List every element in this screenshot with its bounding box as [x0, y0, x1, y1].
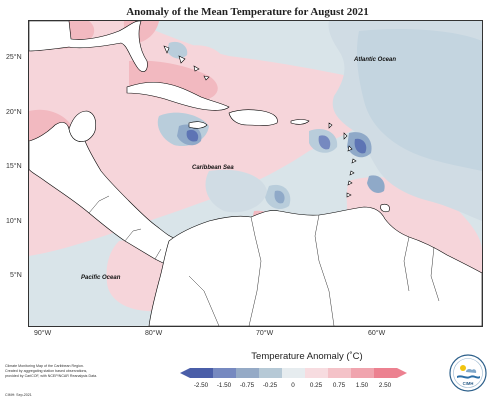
colorbar-segment: [259, 368, 282, 378]
lon-tick-90w: 90°W: [34, 330, 52, 337]
colorbar-segment: [305, 368, 328, 378]
credits-line: Climate Monitoring Map of the Caribbean …: [5, 364, 84, 368]
logo-text: CIMH: [463, 381, 474, 386]
lat-tick-25n: 25°N: [6, 54, 22, 61]
colorbar-label: -1.50: [217, 382, 232, 389]
credits-line: Created by aggregating station based obs…: [5, 369, 88, 373]
colorbar-segment: [374, 368, 397, 378]
land-masses: [29, 21, 482, 326]
lat-tick-5n: 5°N: [10, 272, 22, 279]
credits-line: provided by CariCOF, with NCEP/NCAR Rean…: [5, 374, 98, 378]
colorbar-segment: [351, 368, 374, 378]
credits-stamp: CIMH: Sep-2021: [5, 393, 32, 397]
colorbar-segment: [236, 368, 259, 378]
wave-icon: [457, 375, 480, 379]
colorbar-segment: [213, 368, 236, 378]
colorbar-label: -0.75: [240, 382, 255, 389]
map-canvas: Atlantic Ocean Caribbean Sea Pacific Oce…: [29, 21, 482, 326]
colorbar-segment: [282, 368, 305, 378]
cimh-logo: CIMH: [449, 354, 487, 392]
colorbar-label: 0: [291, 382, 295, 389]
lat-tick-20n: 20°N: [6, 109, 22, 116]
temperature-colorbar: -2.50 -1.50 -0.75 -0.25 0 0.25 0.75 1.50…: [180, 368, 407, 389]
colorbar-high-arrow: [397, 368, 407, 378]
colorbar-label: 2.50: [379, 382, 392, 389]
map-title: Anomaly of the Mean Temperature for Augu…: [126, 6, 369, 18]
label-caribbean-sea: Caribbean Sea: [192, 165, 234, 171]
country-borders: [88, 195, 440, 326]
lon-tick-60w: 60°W: [368, 330, 386, 337]
cloud-icon: [466, 368, 477, 373]
colorbar-label: -0.25: [263, 382, 278, 389]
lon-tick-70w: 70°W: [256, 330, 274, 337]
colorbar-label: 1.50: [356, 382, 369, 389]
colorbar-label: 0.25: [310, 382, 323, 389]
legend-title: Temperature Anomaly (˚C): [251, 351, 363, 362]
label-pacific-ocean: Pacific Ocean: [81, 275, 121, 281]
colorbar-label: -2.50: [194, 382, 209, 389]
colorbar-label: 0.75: [333, 382, 346, 389]
label-atlantic-ocean: Atlantic Ocean: [353, 57, 396, 63]
lon-tick-80w: 80°W: [145, 330, 163, 337]
sun-icon: [460, 365, 466, 371]
colorbar-segment: [328, 368, 351, 378]
colorbar-segment: [190, 368, 213, 378]
lat-tick-15n: 15°N: [6, 163, 22, 170]
map-credits: Climate Monitoring Map of the Caribbean …: [5, 364, 155, 379]
cool-anomaly-areas: [157, 21, 482, 300]
lat-tick-10n: 10°N: [6, 218, 22, 225]
colorbar-low-arrow: [180, 368, 190, 378]
anomaly-map: Atlantic Ocean Caribbean Sea Pacific Oce…: [28, 20, 483, 327]
